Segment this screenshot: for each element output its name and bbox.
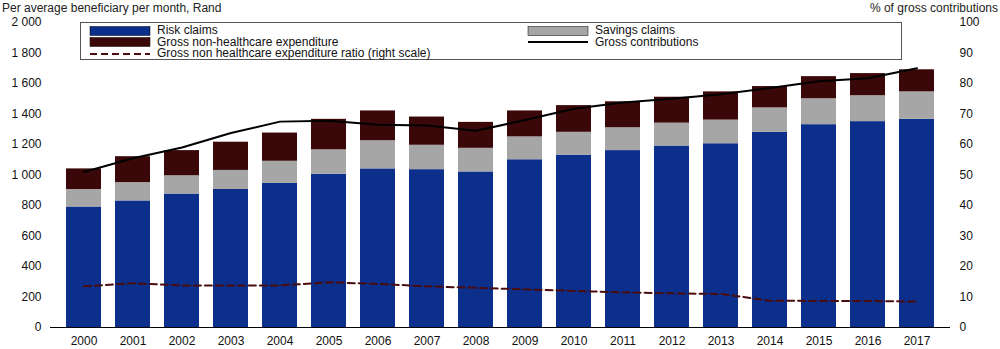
- svg-text:1 600: 1 600: [11, 76, 41, 90]
- html-text:Risk claims: Risk claims: [157, 23, 218, 37]
- svg-text:40: 40: [960, 198, 974, 212]
- svg-text:30: 30: [960, 229, 974, 243]
- svg-text:2013: 2013: [708, 334, 735, 348]
- svg-text:1 800: 1 800: [11, 46, 41, 60]
- svg-text:2008: 2008: [463, 334, 490, 348]
- svg-text:2009: 2009: [512, 334, 539, 348]
- svg-text:2005: 2005: [316, 334, 343, 348]
- svg-text:2002: 2002: [169, 334, 196, 348]
- svg-text:60: 60: [960, 137, 974, 151]
- svg-text:2004: 2004: [267, 334, 294, 348]
- svg-text:2010: 2010: [561, 334, 588, 348]
- svg-text:2011: 2011: [610, 334, 636, 348]
- svg-text:2003: 2003: [218, 334, 245, 348]
- svg-text:100: 100: [960, 16, 980, 29]
- svg-text:2012: 2012: [659, 334, 686, 348]
- html-text:Savings claims: Savings claims: [595, 23, 675, 37]
- svg-text:2001: 2001: [120, 334, 147, 348]
- html-text:Gross non-healthcare expenditu: Gross non-healthcare expenditure: [157, 34, 339, 49]
- svg-text:600: 600: [21, 229, 41, 243]
- svg-text:800: 800: [21, 198, 41, 212]
- svg-text:2 000: 2 000: [11, 16, 41, 29]
- html-text:Gross contributions: Gross contributions: [595, 34, 699, 49]
- svg-text:2007: 2007: [414, 334, 441, 348]
- svg-text:50: 50: [960, 168, 974, 182]
- svg-text:0: 0: [35, 320, 42, 334]
- svg-text:1 400: 1 400: [11, 107, 41, 121]
- svg-text:70: 70: [960, 107, 974, 121]
- svg-text:2015: 2015: [806, 334, 833, 348]
- svg-text:2017: 2017: [904, 334, 931, 348]
- svg-text:80: 80: [960, 76, 974, 90]
- svg-text:2000: 2000: [71, 334, 98, 348]
- svg-text:2014: 2014: [757, 334, 784, 348]
- html-text:% of gross contributions: % of gross contributions: [869, 1, 998, 15]
- html-text:Per average beneficiary per mo: Per average beneficiary per month, Rand: [2, 1, 222, 15]
- html-text:Gross non healthcare expenditu: Gross non healthcare expenditure ratio (…: [157, 46, 431, 60]
- svg-text:2006: 2006: [365, 334, 392, 348]
- svg-text:2016: 2016: [855, 334, 882, 348]
- svg-text:90: 90: [960, 46, 974, 60]
- svg-text:400: 400: [21, 259, 41, 273]
- svg-text:20: 20: [960, 259, 974, 273]
- svg-text:0: 0: [960, 320, 967, 334]
- svg-text:10: 10: [960, 290, 974, 304]
- svg-text:1 200: 1 200: [11, 137, 41, 151]
- svg-text:200: 200: [21, 290, 41, 304]
- svg-text:1 000: 1 000: [11, 168, 41, 182]
